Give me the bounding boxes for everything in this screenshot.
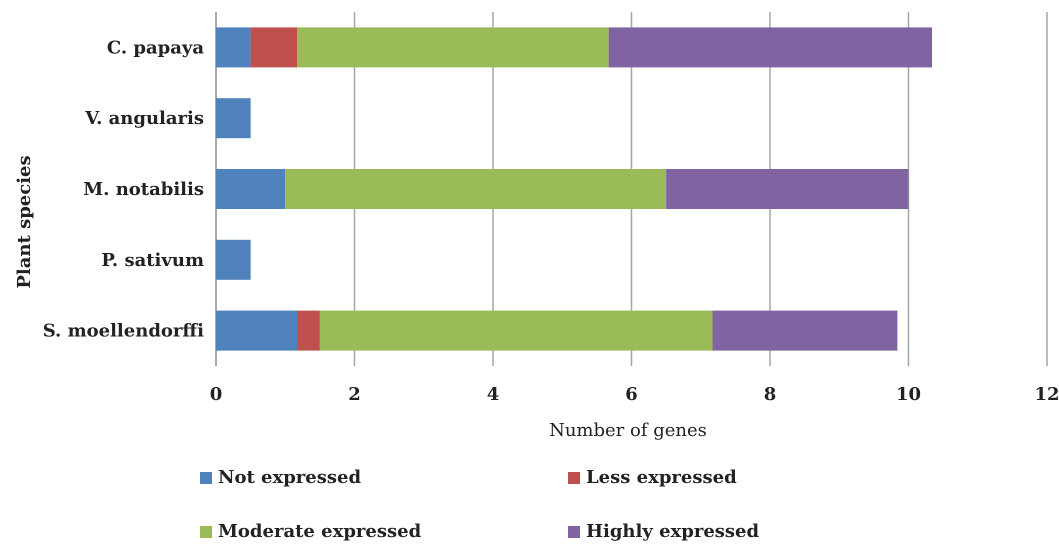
legend-label: Not expressed [218,467,361,488]
category-label: C. papaya [107,37,205,58]
category-label: P. sativum [101,250,204,271]
legend-label: Moderate expressed [218,521,422,542]
bar-segment [297,27,609,68]
category-labels: C. papaya V. angularis M. notabilis P. sati… [43,37,205,341]
bar-segment [666,169,909,209]
x-axis-title: Number of genes [549,420,707,441]
bar-segment [216,239,251,280]
legend-swatch [568,526,580,538]
x-tick-label: 6 [625,384,638,405]
bar-segment [608,27,933,68]
legend-swatch [568,472,580,484]
bar-segment [216,169,286,209]
bar-segment [216,98,251,139]
bar-segment [712,310,898,351]
legend-swatch [200,472,212,484]
legend-swatch [200,526,212,538]
x-tick-label: 10 [896,384,921,405]
x-tick-label: 4 [487,384,500,405]
legend-label: Less expressed [586,467,737,488]
bar-segment [297,310,320,351]
x-tick-labels: 0 2 4 6 8 10 12 [210,384,1059,405]
category-label: V. angularis [84,108,204,129]
bar-segment [216,27,251,68]
category-label: M. notabilis [83,179,204,200]
legend: Not expressed Less expressed Moderate expr… [200,467,760,542]
x-tick-label: 0 [210,384,223,405]
x-tick-label: 2 [348,384,361,405]
legend-label: Highly expressed [586,521,760,542]
bar-segment [250,27,298,68]
bars [216,27,933,351]
bar-segment [319,310,713,351]
x-tick-label: 8 [764,384,777,405]
y-axis-title: Plant species [14,155,35,288]
bar-segment [285,169,667,209]
x-tick-label: 12 [1034,384,1059,405]
bar-segment [216,310,298,351]
category-label: S. moellendorffi [43,321,204,342]
